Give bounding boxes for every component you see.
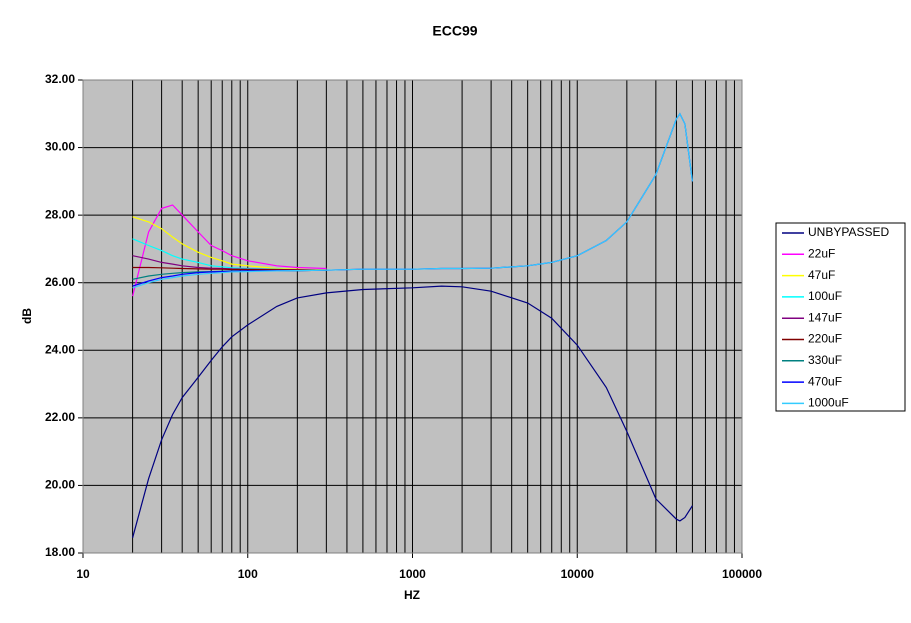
legend-label: 47uF xyxy=(808,268,835,282)
series-line xyxy=(132,285,693,538)
plot-border xyxy=(82,79,743,554)
legend-label: 100uF xyxy=(808,289,842,303)
x-tick-label: 1000 xyxy=(399,567,426,581)
legend-label: 22uF xyxy=(808,246,835,260)
y-tick-label: 26.00 xyxy=(45,275,75,289)
y-tick-label: 20.00 xyxy=(45,478,75,492)
x-tick-label: 100 xyxy=(238,567,258,581)
legend-label: 470uF xyxy=(808,374,842,388)
legend-label: 220uF xyxy=(808,332,842,346)
x-tick-label: 10 xyxy=(76,567,90,581)
x-tick-label: 100000 xyxy=(722,567,762,581)
x-tick-label: 10000 xyxy=(561,567,595,581)
legend-label: 330uF xyxy=(808,353,842,367)
y-axis-label: dB xyxy=(20,308,34,324)
chart-title: ECC99 xyxy=(432,23,477,39)
y-tick-label: 24.00 xyxy=(45,342,75,356)
series-line xyxy=(132,112,693,289)
y-tick-label: 22.00 xyxy=(45,410,75,424)
series-line xyxy=(132,216,327,271)
y-tick-label: 32.00 xyxy=(45,72,75,86)
y-tick-label: 28.00 xyxy=(45,207,75,221)
series-line xyxy=(132,204,327,297)
series-line xyxy=(132,266,327,271)
x-axis-label: HZ xyxy=(404,588,420,602)
y-tick-label: 18.00 xyxy=(45,545,75,559)
legend-label: UNBYPASSED xyxy=(808,225,889,239)
y-tick-label: 30.00 xyxy=(45,140,75,154)
legend-label: 147uF xyxy=(808,310,842,324)
legend-label: 1000uF xyxy=(808,396,849,410)
